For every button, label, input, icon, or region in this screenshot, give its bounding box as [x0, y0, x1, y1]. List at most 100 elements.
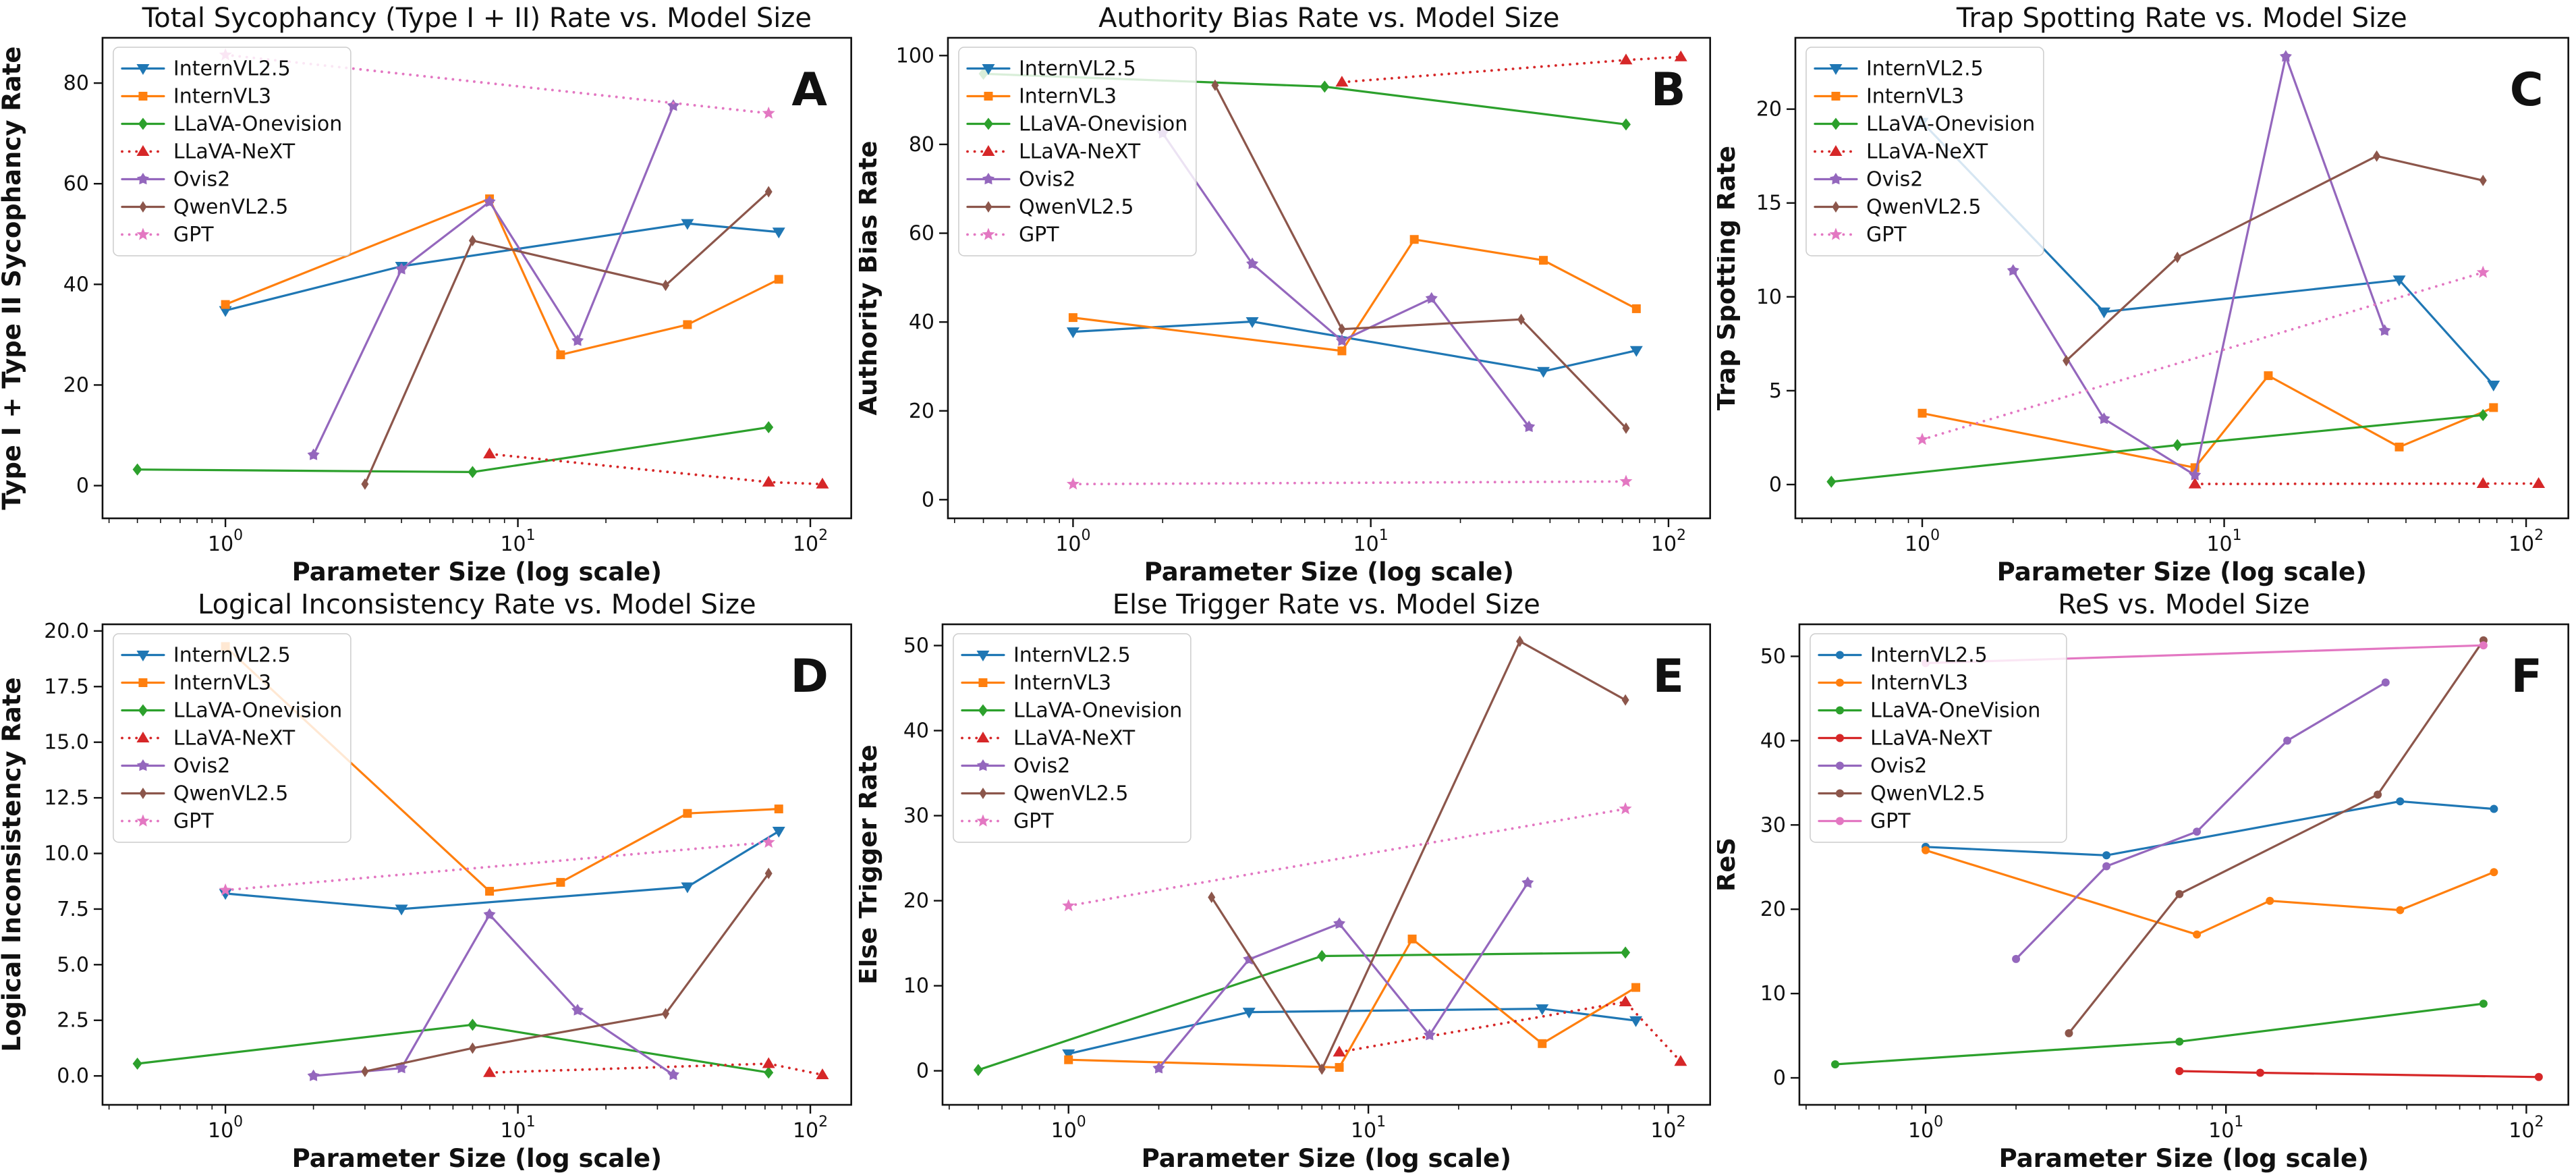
svg-text:LLaVA-NeXT: LLaVA-NeXT — [1013, 726, 1136, 750]
svg-text:20: 20 — [63, 373, 89, 397]
svg-text:GPT: GPT — [1866, 223, 1907, 246]
panel-letter-c: C — [2510, 63, 2544, 117]
svg-text:Authority Bias Rate: Authority Bias Rate — [859, 141, 883, 416]
svg-text:20: 20 — [903, 890, 928, 913]
legend: InternVL2.5 InternVL3 LLaVA-Onevision LLaVA… — [1805, 47, 2044, 256]
panel-d: Logical Inconsistency Rate vs. Model Siz… — [0, 586, 859, 1173]
series-ovis2 — [307, 99, 679, 460]
svg-text:102: 102 — [793, 1114, 828, 1143]
svg-text:LLaVA-NeXT: LLaVA-NeXT — [1866, 140, 1988, 163]
svg-text:0: 0 — [1769, 473, 1782, 497]
series-llava-next — [2189, 477, 2546, 489]
svg-text:101: 101 — [2208, 1114, 2243, 1143]
svg-text:60: 60 — [63, 172, 89, 196]
chart-title: Trap Spotting Rate vs. Model Size — [1956, 3, 2407, 34]
svg-text:Ovis2: Ovis2 — [1866, 167, 1923, 191]
svg-text:Else Trigger Rate: Else Trigger Rate — [859, 744, 883, 984]
series-gpt — [219, 836, 775, 896]
svg-text:101: 101 — [500, 1114, 535, 1143]
svg-text:20.0: 20.0 — [44, 620, 89, 643]
subplot-d-svg: Logical Inconsistency Rate vs. Model Siz… — [0, 589, 852, 1173]
svg-text:InternVL3: InternVL3 — [1870, 671, 1968, 694]
svg-text:Trap Spotting Rate vs. Model S: Trap Spotting Rate vs. Model Size — [1956, 3, 2407, 34]
series-qwenvl2-5 — [2063, 150, 2488, 366]
series-llava-next — [1335, 50, 1687, 87]
panel-letter-e: E — [1652, 650, 1683, 703]
svg-text:12.5: 12.5 — [44, 786, 89, 810]
svg-text:50: 50 — [903, 634, 928, 658]
svg-text:Ovis2: Ovis2 — [173, 754, 230, 778]
axes-frame — [101, 623, 852, 1106]
svg-text:100: 100 — [208, 527, 243, 556]
series-internvl3 — [1063, 934, 1640, 1072]
legend: InternVL2.5 InternVL3 LLaVA-Onevision LLaVA… — [113, 633, 352, 843]
svg-text:C: C — [2510, 63, 2544, 117]
svg-text:ReS: ReS — [1717, 838, 1741, 892]
axes-frame — [1798, 623, 2570, 1106]
series-ovis2 — [1156, 126, 1535, 433]
axes-frame — [947, 36, 1711, 520]
x-axis: 100 101 102 Parameter Size (log scale) — [1801, 518, 2544, 586]
svg-text:Ovis2: Ovis2 — [173, 167, 230, 191]
svg-text:QwenVL2.5: QwenVL2.5 — [173, 782, 288, 805]
series-qwenvl2-5 — [361, 186, 773, 490]
svg-text:Parameter Size (log scale): Parameter Size (log scale) — [292, 557, 662, 586]
svg-text:Type I + Type II Sycophancy Ra: Type I + Type II Sycophancy Rate — [0, 46, 26, 510]
svg-text:10.0: 10.0 — [44, 842, 89, 866]
svg-text:InternVL2.5: InternVL2.5 — [1870, 643, 1988, 667]
x-axis: 100 101 102 Parameter Size (log scale) — [953, 518, 1686, 586]
panel-letter-f: F — [2511, 650, 2542, 703]
axes-frame — [941, 623, 1711, 1106]
svg-text:10: 10 — [1760, 982, 1786, 1006]
svg-text:30: 30 — [1760, 813, 1786, 837]
svg-text:Ovis2: Ovis2 — [1019, 167, 1075, 191]
legend: InternVL2.5 InternVL3 LLaVA-OneVision LLaVA… — [1810, 633, 2067, 843]
axes-frame — [101, 36, 852, 520]
series-gpt — [1915, 265, 2490, 445]
svg-text:20: 20 — [908, 400, 934, 423]
svg-text:0: 0 — [916, 1060, 929, 1083]
svg-text:101: 101 — [1351, 1114, 1386, 1143]
svg-text:7.5: 7.5 — [57, 898, 89, 921]
series-internvl3 — [1068, 235, 1641, 356]
svg-text:20: 20 — [1756, 98, 1782, 121]
svg-text:102: 102 — [1650, 1114, 1685, 1143]
svg-text:40: 40 — [1760, 729, 1786, 753]
svg-text:15.0: 15.0 — [44, 731, 89, 755]
y-axis: 0 10 20 30 40 50 ReS — [1717, 645, 1800, 1090]
svg-text:D: D — [790, 650, 828, 703]
svg-text:50: 50 — [1760, 645, 1786, 668]
svg-text:102: 102 — [2509, 527, 2544, 556]
svg-text:QwenVL2.5: QwenVL2.5 — [1013, 782, 1128, 805]
svg-text:17.5: 17.5 — [44, 675, 89, 699]
svg-text:B: B — [1650, 63, 1685, 117]
svg-text:QwenVL2.5: QwenVL2.5 — [1870, 782, 1985, 805]
y-axis: 0 10 20 30 40 50 Else Trigger Rate — [859, 634, 943, 1083]
svg-text:QwenVL2.5: QwenVL2.5 — [1866, 195, 1981, 219]
legend: InternVL2.5 InternVL3 LLaVA-Onevision LLaVA… — [957, 47, 1197, 256]
svg-text:QwenVL2.5: QwenVL2.5 — [173, 195, 288, 219]
series-internvl3 — [221, 194, 783, 360]
svg-text:LLaVA-NeXT: LLaVA-NeXT — [1019, 140, 1141, 163]
panel-a: Total Sycophancy (Type I + II) Rate vs. … — [0, 0, 859, 586]
svg-text:InternVL3: InternVL3 — [1866, 84, 1964, 108]
panel-letter-a: A — [791, 63, 827, 117]
svg-text:101: 101 — [1353, 527, 1388, 556]
series-llava-onevision — [1826, 409, 2488, 488]
series-ovis2 — [1152, 876, 1534, 1074]
svg-text:101: 101 — [2207, 527, 2242, 556]
svg-text:InternVL2.5: InternVL2.5 — [1866, 57, 1984, 80]
svg-text:E: E — [1652, 650, 1683, 703]
series-llava-onevision — [132, 1018, 774, 1079]
svg-text:GPT: GPT — [173, 809, 214, 833]
svg-text:Authority Bias Rate vs. Model: Authority Bias Rate vs. Model Size — [1098, 3, 1559, 34]
y-axis: 0 5 10 15 20 Trap Spotting Rate — [1717, 98, 1796, 497]
series-llava-next — [483, 1057, 829, 1079]
series-ovis2 — [2012, 678, 2390, 963]
svg-text:Parameter Size (log scale): Parameter Size (log scale) — [1141, 1144, 1511, 1173]
axes-frame — [1794, 36, 2570, 520]
svg-text:GPT: GPT — [1870, 809, 1911, 833]
svg-text:5: 5 — [1769, 379, 1782, 403]
